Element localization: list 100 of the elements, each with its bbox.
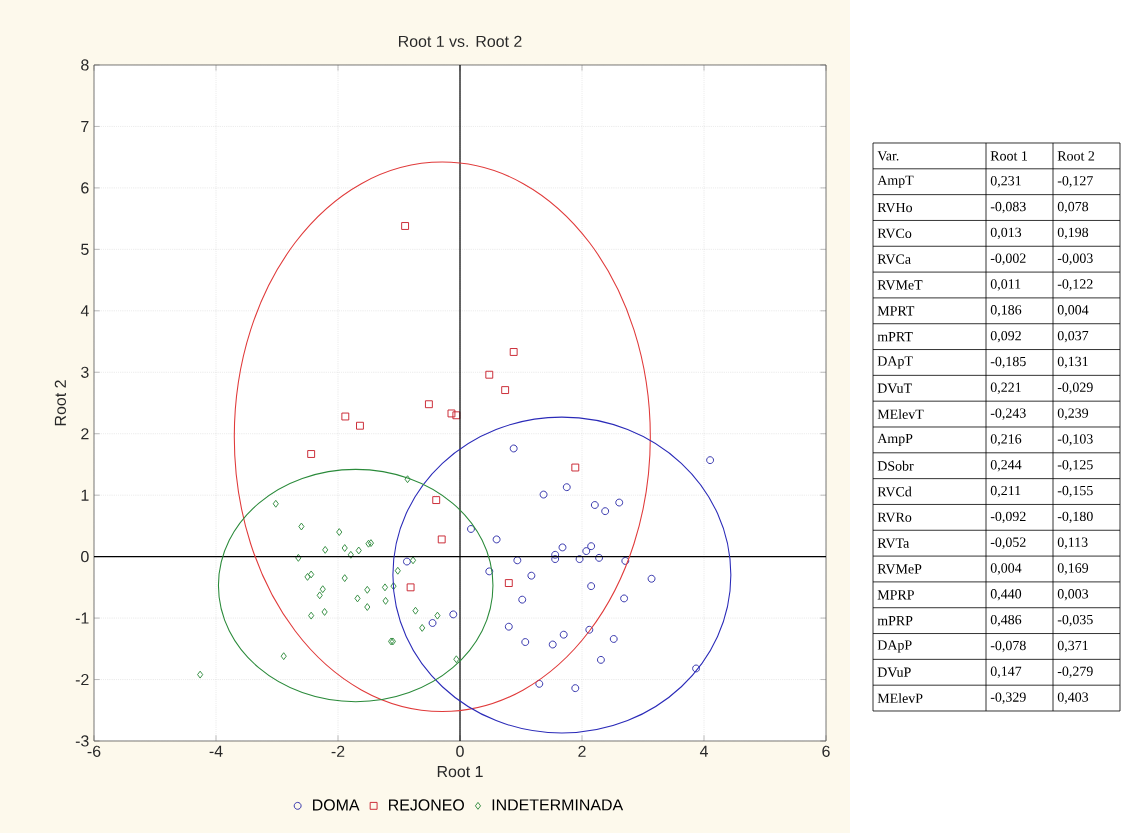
text: 0,113 bbox=[1057, 537, 1088, 549]
point bbox=[419, 623, 426, 632]
x-tick-label: 0 bbox=[456, 745, 464, 757]
point bbox=[272, 499, 279, 508]
point bbox=[558, 543, 567, 552]
text: -0,035 bbox=[1057, 614, 1093, 627]
text: 0,037 bbox=[1057, 330, 1089, 343]
point bbox=[406, 583, 415, 592]
point bbox=[424, 400, 433, 409]
point bbox=[403, 557, 411, 566]
text: MPRP bbox=[877, 590, 914, 600]
text: 0,403 bbox=[1057, 692, 1089, 704]
point bbox=[382, 596, 389, 605]
legend-label: DOMA bbox=[313, 799, 360, 811]
point bbox=[615, 498, 624, 507]
text: RVTa bbox=[877, 538, 910, 548]
text: RVMeT bbox=[877, 280, 923, 290]
text: RVHo bbox=[877, 202, 913, 213]
y-tick-label: -1 bbox=[75, 612, 89, 624]
point bbox=[513, 556, 522, 565]
y-tick-label: -2 bbox=[75, 673, 89, 686]
point bbox=[316, 591, 323, 600]
point bbox=[304, 572, 311, 581]
point bbox=[341, 574, 348, 583]
point bbox=[347, 550, 354, 559]
point bbox=[527, 571, 536, 580]
text: Root 1 bbox=[990, 151, 1028, 161]
text: RVMeP bbox=[877, 564, 922, 574]
point bbox=[535, 679, 544, 688]
point bbox=[504, 579, 513, 587]
text: MElevT bbox=[877, 409, 924, 419]
legend-label: INDETERMINADA bbox=[492, 799, 624, 811]
text: Var. bbox=[877, 151, 899, 161]
text: 0,244 bbox=[990, 460, 1022, 472]
point bbox=[548, 640, 557, 649]
text: 0,186 bbox=[990, 305, 1022, 317]
point bbox=[434, 611, 441, 620]
point bbox=[590, 501, 599, 509]
text: 0,169 bbox=[1057, 563, 1089, 575]
point bbox=[492, 535, 501, 544]
text: DVuT bbox=[877, 383, 912, 393]
text: -0,003 bbox=[1057, 253, 1093, 265]
point bbox=[706, 456, 715, 465]
text: 0,004 bbox=[1057, 305, 1089, 317]
point bbox=[582, 547, 591, 556]
text: 0,092 bbox=[990, 330, 1021, 343]
text: mPRT bbox=[877, 332, 913, 342]
point bbox=[571, 684, 580, 693]
chart-title: Root 1 vs. Root 2 bbox=[399, 35, 522, 47]
x-tick-label: 2 bbox=[578, 745, 586, 757]
point bbox=[308, 570, 315, 579]
point bbox=[571, 463, 580, 472]
point bbox=[390, 582, 397, 591]
text: -0,092 bbox=[990, 511, 1026, 524]
point bbox=[453, 655, 460, 664]
y-tick-label: 2 bbox=[81, 428, 89, 440]
legend-label: REJONEO bbox=[389, 799, 464, 811]
text: 0,198 bbox=[1057, 227, 1089, 240]
text: -0,279 bbox=[1057, 666, 1093, 678]
point bbox=[620, 594, 629, 603]
text: -0,185 bbox=[990, 356, 1026, 369]
point bbox=[551, 555, 560, 564]
y-tick-label: 1 bbox=[81, 489, 89, 501]
point bbox=[501, 386, 510, 395]
point bbox=[509, 444, 518, 453]
text: 0,239 bbox=[1057, 408, 1089, 420]
point bbox=[539, 490, 548, 499]
point bbox=[336, 528, 343, 536]
text: 0,011 bbox=[990, 279, 1021, 291]
point bbox=[452, 411, 461, 420]
point bbox=[404, 475, 411, 484]
text: 0,013 bbox=[990, 227, 1022, 240]
point bbox=[307, 450, 316, 458]
point bbox=[518, 595, 527, 604]
text: mPRP bbox=[877, 616, 913, 626]
text: 0,221 bbox=[990, 382, 1021, 394]
point bbox=[401, 222, 410, 230]
text: -0,329 bbox=[990, 692, 1026, 704]
text: RVCo bbox=[877, 228, 912, 239]
text: -0,052 bbox=[990, 537, 1026, 549]
point bbox=[364, 585, 371, 594]
y-tick-label: 6 bbox=[81, 182, 89, 194]
point bbox=[341, 412, 350, 421]
text: DApT bbox=[877, 356, 913, 369]
text: -0,103 bbox=[1057, 434, 1093, 446]
point bbox=[485, 370, 494, 379]
point bbox=[551, 550, 560, 559]
text: RVCa bbox=[877, 254, 911, 264]
point bbox=[381, 583, 389, 592]
point bbox=[596, 655, 605, 664]
y-tick-label: 4 bbox=[80, 305, 89, 317]
point bbox=[692, 664, 700, 673]
point bbox=[595, 553, 604, 562]
text: -0,155 bbox=[1057, 485, 1093, 498]
point bbox=[647, 574, 656, 583]
point bbox=[298, 522, 305, 531]
text: -0,125 bbox=[1057, 460, 1093, 472]
text: 0,486 bbox=[990, 614, 1022, 627]
text: 0,003 bbox=[1057, 589, 1089, 601]
text: 0,078 bbox=[1057, 201, 1089, 214]
